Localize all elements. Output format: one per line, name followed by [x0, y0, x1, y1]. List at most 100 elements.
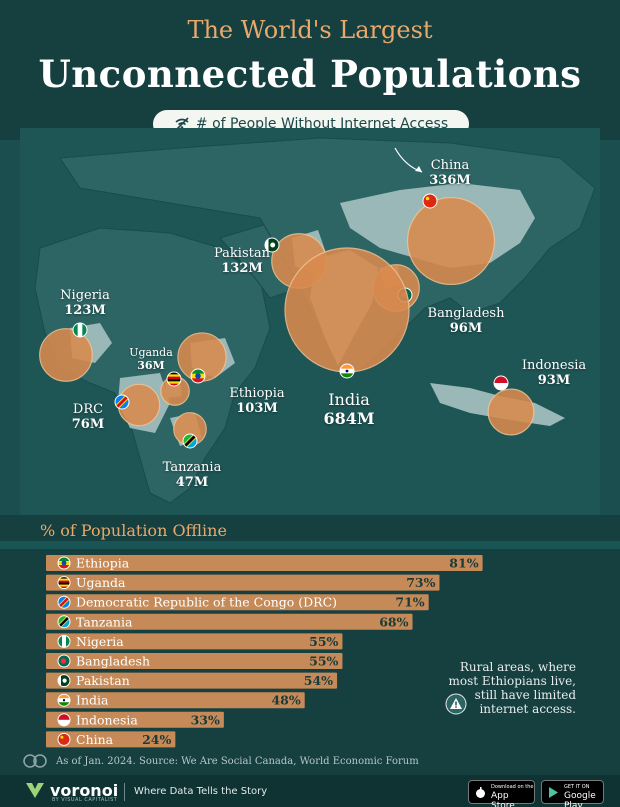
- bar-value-label: 71%: [395, 595, 424, 610]
- bar-category-label: Democratic Republic of the Congo (DRC): [76, 595, 337, 610]
- label-nigeria: Nigeria 123M: [60, 288, 110, 318]
- source-icon: [23, 754, 47, 768]
- bar-category-label: Uganda: [76, 575, 126, 590]
- bar-row: Indonesia 33%: [46, 711, 224, 728]
- brand-subtitle: BY VISUAL CAPITALIST: [52, 797, 118, 803]
- india-flag-icon: [57, 693, 71, 707]
- bar-value-label: 24%: [142, 732, 171, 747]
- tagline: Where Data Tells the Story: [134, 786, 268, 797]
- bubble-china: [406, 196, 496, 286]
- tanzania-flag-icon: [182, 433, 198, 449]
- bar-row: Tanzania 68%: [46, 613, 413, 630]
- bar: [46, 574, 440, 591]
- nigeria-flag-icon: [57, 634, 71, 648]
- footer-divider: [124, 783, 125, 801]
- label-uganda: Uganda 36M: [129, 346, 173, 372]
- bar-value-label: 54%: [304, 673, 333, 688]
- drc-flag-icon: [57, 595, 71, 609]
- label-india: India 684M: [323, 390, 375, 428]
- bar: [46, 594, 429, 611]
- label-indonesia: Indonesia 93M: [521, 358, 587, 388]
- app-store-small-label: Download on the: [491, 784, 534, 790]
- bar: [46, 692, 305, 709]
- world-map: [20, 128, 600, 538]
- bar-row: Ethiopia 81%: [46, 555, 483, 571]
- bar-row: Nigeria 55%: [46, 633, 343, 650]
- bar-row: Uganda 73%: [46, 574, 440, 591]
- bar-value-label: 73%: [406, 575, 435, 590]
- bar-category-label: India: [76, 693, 109, 708]
- bar-category-label: Pakistan: [76, 673, 130, 688]
- indonesia-flag-icon: [493, 375, 509, 391]
- app-store-label: App Store: [491, 791, 515, 807]
- bar-row: Pakistan 54%: [46, 672, 338, 689]
- bar-category-label: Tanzania: [76, 614, 133, 629]
- bar-category-label: Bangladesh: [76, 654, 150, 669]
- drc-flag-icon: [114, 394, 130, 410]
- indonesia-flag-icon: [57, 713, 71, 727]
- bar-value-label: 48%: [271, 693, 300, 708]
- nigeria-flag-icon: [72, 322, 88, 338]
- voronoi-logo-icon: [26, 783, 44, 798]
- bar-row: Democratic Republic of the Congo (DRC) 71…: [46, 594, 429, 611]
- bar-category-label: China: [76, 732, 114, 747]
- bar-value-label: 55%: [309, 634, 338, 649]
- google-play-label: Google Play: [564, 791, 596, 807]
- label-tanzania: Tanzania 47M: [162, 460, 222, 490]
- india-flag-icon: [339, 363, 355, 379]
- bar: [46, 555, 483, 571]
- brand-name[interactable]: voronoi: [50, 781, 119, 800]
- bubble-china-circle: [406, 196, 496, 286]
- bubble-india: [284, 247, 410, 373]
- label-china: China 336M: [429, 158, 471, 188]
- bar: [46, 672, 338, 689]
- bubble-india-circle: [284, 247, 410, 373]
- uganda-flag-icon: [166, 371, 182, 387]
- tanzania-flag-icon: [57, 615, 71, 629]
- bar-value-label: 55%: [309, 654, 338, 669]
- bar-category-label: Ethiopia: [76, 556, 130, 571]
- kicker-title: The World's Largest: [187, 16, 433, 44]
- apple-icon: [476, 787, 485, 798]
- bubble-indonesia: [487, 388, 535, 436]
- bar: [46, 731, 176, 748]
- ethiopia-flag-icon: [190, 368, 206, 384]
- pakistan-flag-icon: [264, 237, 280, 253]
- uganda-flag-icon: [57, 576, 71, 590]
- china-flag-icon: [57, 732, 71, 746]
- label-pakistan: Pakistan 132M: [214, 246, 270, 276]
- bar-value-label: 68%: [379, 614, 408, 629]
- bar-category-label: Nigeria: [76, 634, 124, 649]
- bar-value-label: 81%: [449, 556, 478, 571]
- main-title: Unconnected Populations: [38, 52, 582, 96]
- bar-row: India 48%: [46, 692, 305, 709]
- source-text: As of Jan. 2024. Source: We Are Social C…: [56, 756, 419, 767]
- bubble-layer: [39, 193, 535, 449]
- pakistan-flag-icon: [57, 674, 71, 688]
- label-ethiopia: Ethiopia 103M: [229, 386, 285, 416]
- bar-chart-title: % of Population Offline: [40, 521, 227, 540]
- label-drc: DRC 76M: [71, 402, 105, 432]
- bar-row: China 24%: [46, 731, 176, 748]
- bar: [46, 711, 224, 728]
- ethiopia-flag-icon: [57, 556, 71, 570]
- bangladesh-flag-icon: [57, 654, 71, 668]
- bar-category-label: Indonesia: [76, 712, 138, 727]
- bar: [46, 653, 343, 669]
- label-bangladesh: Bangladesh 96M: [427, 306, 505, 336]
- wifi-warning-icon: [445, 693, 467, 715]
- bubble-indonesia-circle: [487, 388, 535, 436]
- bar: [46, 633, 343, 650]
- bar-value-label: 33%: [191, 712, 220, 727]
- bar: [46, 613, 413, 630]
- bar-chart: Ethiopia 81% Uganda 73% Democratic Republic …: [46, 555, 483, 748]
- google-play-button[interactable]: GET IT ON Google Play: [541, 780, 604, 807]
- bubble-nigeria: [39, 328, 93, 382]
- bubble-nigeria-circle: [39, 328, 93, 382]
- ethiopia-note: Rural areas, where most Ethiopians live,…: [448, 660, 576, 716]
- bar-row: Bangladesh 55%: [46, 653, 343, 669]
- china-flag-icon: [422, 193, 438, 209]
- app-store-button[interactable]: Download on the App Store: [468, 780, 535, 807]
- google-play-small-label: GET IT ON: [564, 784, 590, 790]
- google-play-icon: [549, 787, 558, 798]
